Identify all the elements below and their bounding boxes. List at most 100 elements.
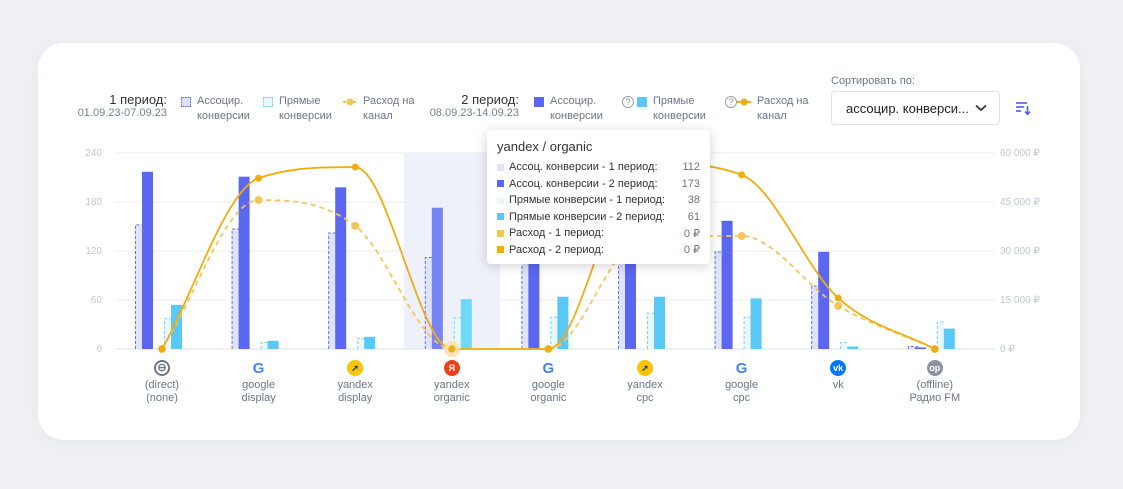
sort-value: ассоцир. конверси... [846, 100, 969, 116]
spend1-swatch [343, 98, 357, 106]
bar-1[interactable] [528, 214, 540, 349]
bar-2[interactable] [164, 318, 171, 349]
bar-0[interactable] [424, 257, 435, 349]
spend-point[interactable] [448, 345, 456, 353]
period1-title: 1 период: [109, 92, 167, 107]
bar-2[interactable] [550, 317, 558, 349]
y-right-tick: 15 000 ₽ [1000, 295, 1040, 306]
bar-0[interactable] [231, 228, 242, 349]
sort-icon[interactable] [1015, 101, 1031, 115]
legend-direct2[interactable]: Прямые конверсии ? [637, 94, 737, 124]
legend-spend1[interactable]: Расход на канал [343, 94, 423, 124]
spend-point[interactable] [351, 163, 359, 171]
x-label-l2: display [241, 392, 276, 404]
bar-1[interactable] [818, 251, 830, 349]
spend-point[interactable] [351, 221, 360, 230]
spend-point[interactable] [834, 294, 842, 302]
bar-1[interactable] [914, 347, 926, 349]
tooltip-row-label: Прямые конверсии - 2 период: [509, 210, 666, 223]
yandex-direct-icon: ➚ [637, 360, 653, 376]
legend-direct1[interactable]: Прямые конверсии [263, 94, 343, 124]
legend-direct1-label: Прямые конверсии [279, 95, 332, 122]
bar-outline [357, 337, 365, 349]
spend-point[interactable] [255, 174, 263, 182]
spend-point[interactable] [931, 345, 939, 353]
bar-3[interactable] [171, 304, 182, 349]
y-right-tick: 0 ₽ [1000, 344, 1015, 355]
bar-0[interactable] [328, 233, 339, 349]
help-icon[interactable]: ? [725, 96, 737, 108]
bar-3[interactable] [267, 340, 279, 349]
bar-3[interactable] [847, 346, 859, 349]
x-label: ⊖ (direct) (none) [122, 360, 202, 405]
bar-3[interactable] [557, 296, 569, 349]
bar-1[interactable] [431, 207, 443, 349]
bar-3[interactable] [750, 298, 762, 349]
bar-3[interactable] [460, 299, 472, 349]
x-label-l1: vk [832, 379, 844, 391]
bar-2[interactable] [357, 338, 365, 349]
bar-3[interactable] [364, 336, 376, 349]
x-label-l1: yandex [627, 379, 663, 391]
bar-0[interactable] [135, 224, 145, 349]
bar-3[interactable] [654, 296, 665, 349]
x-label-l1: yandex [434, 379, 470, 391]
tooltip-row: Прямые конверсии - 1 период: 38 [497, 192, 700, 209]
bar-0[interactable] [521, 246, 532, 349]
tooltip-swatch [497, 163, 504, 171]
sort-select[interactable]: ассоцир. конверси... [831, 91, 1000, 125]
tooltip-row-label: Расход - 1 период: [509, 227, 604, 240]
yandex-icon: Я [443, 360, 460, 376]
tooltip-row: Прямые конверсии - 2 период: 61 [497, 209, 700, 226]
bar-0[interactable] [714, 251, 725, 349]
period2-title: 2 период: [461, 92, 519, 107]
spend-point[interactable] [737, 231, 746, 240]
bar-1[interactable] [238, 176, 250, 349]
spend-point[interactable] [254, 196, 263, 205]
vk-icon: vk [830, 360, 847, 376]
bar-1[interactable] [142, 171, 153, 349]
bar-1[interactable] [335, 187, 347, 349]
spend-point[interactable] [834, 301, 843, 310]
x-label-l2: Радио FM [909, 392, 961, 404]
direct2-swatch [637, 97, 647, 107]
legend-assoc2[interactable]: Ассоцир. конверсии ? [534, 94, 634, 124]
x-label-l2: cpc [733, 392, 751, 404]
tooltip-row-label: Прямые конверсии - 1 период: [509, 194, 666, 207]
help-icon[interactable]: ? [622, 96, 634, 108]
bar-1[interactable] [721, 220, 733, 349]
bar-outline [424, 257, 435, 349]
bar-3[interactable] [943, 328, 955, 349]
bar-2[interactable] [453, 317, 461, 349]
tooltip-swatch [497, 180, 504, 188]
bar-1[interactable] [625, 206, 636, 349]
legend-spend2[interactable]: Расход на канал [737, 94, 817, 124]
legend-assoc1[interactable]: Ассоцир. конверсии [181, 94, 261, 124]
bar-0[interactable] [907, 346, 918, 349]
spend-point[interactable] [158, 345, 166, 353]
bar-2[interactable] [647, 313, 654, 349]
y-left-tick: 180 [85, 197, 102, 208]
bar-2[interactable] [840, 342, 848, 349]
bar-outline [164, 318, 171, 349]
bar-0[interactable] [618, 251, 628, 349]
bar-outline [840, 341, 848, 349]
tooltip-row: Расход - 1 период: 0 ₽ [497, 225, 700, 242]
spend-point[interactable] [544, 345, 552, 353]
bar-2[interactable] [743, 317, 751, 349]
bar-outline [260, 341, 268, 349]
spend-point[interactable] [738, 171, 746, 179]
offline-icon: op [926, 360, 943, 376]
y-right-tick: 30 000 ₽ [1000, 246, 1040, 257]
bar-2[interactable] [260, 342, 268, 349]
bar-2[interactable] [936, 322, 944, 349]
bar-0[interactable] [811, 286, 822, 349]
x-label: op (offline) Радио FM [895, 360, 975, 405]
y-left-tick: 60 [91, 295, 103, 306]
period2-label: 2 период: 08.09.23-14.09.23 [420, 92, 519, 119]
google-icon: G [250, 360, 267, 376]
direct1-swatch [263, 97, 273, 107]
